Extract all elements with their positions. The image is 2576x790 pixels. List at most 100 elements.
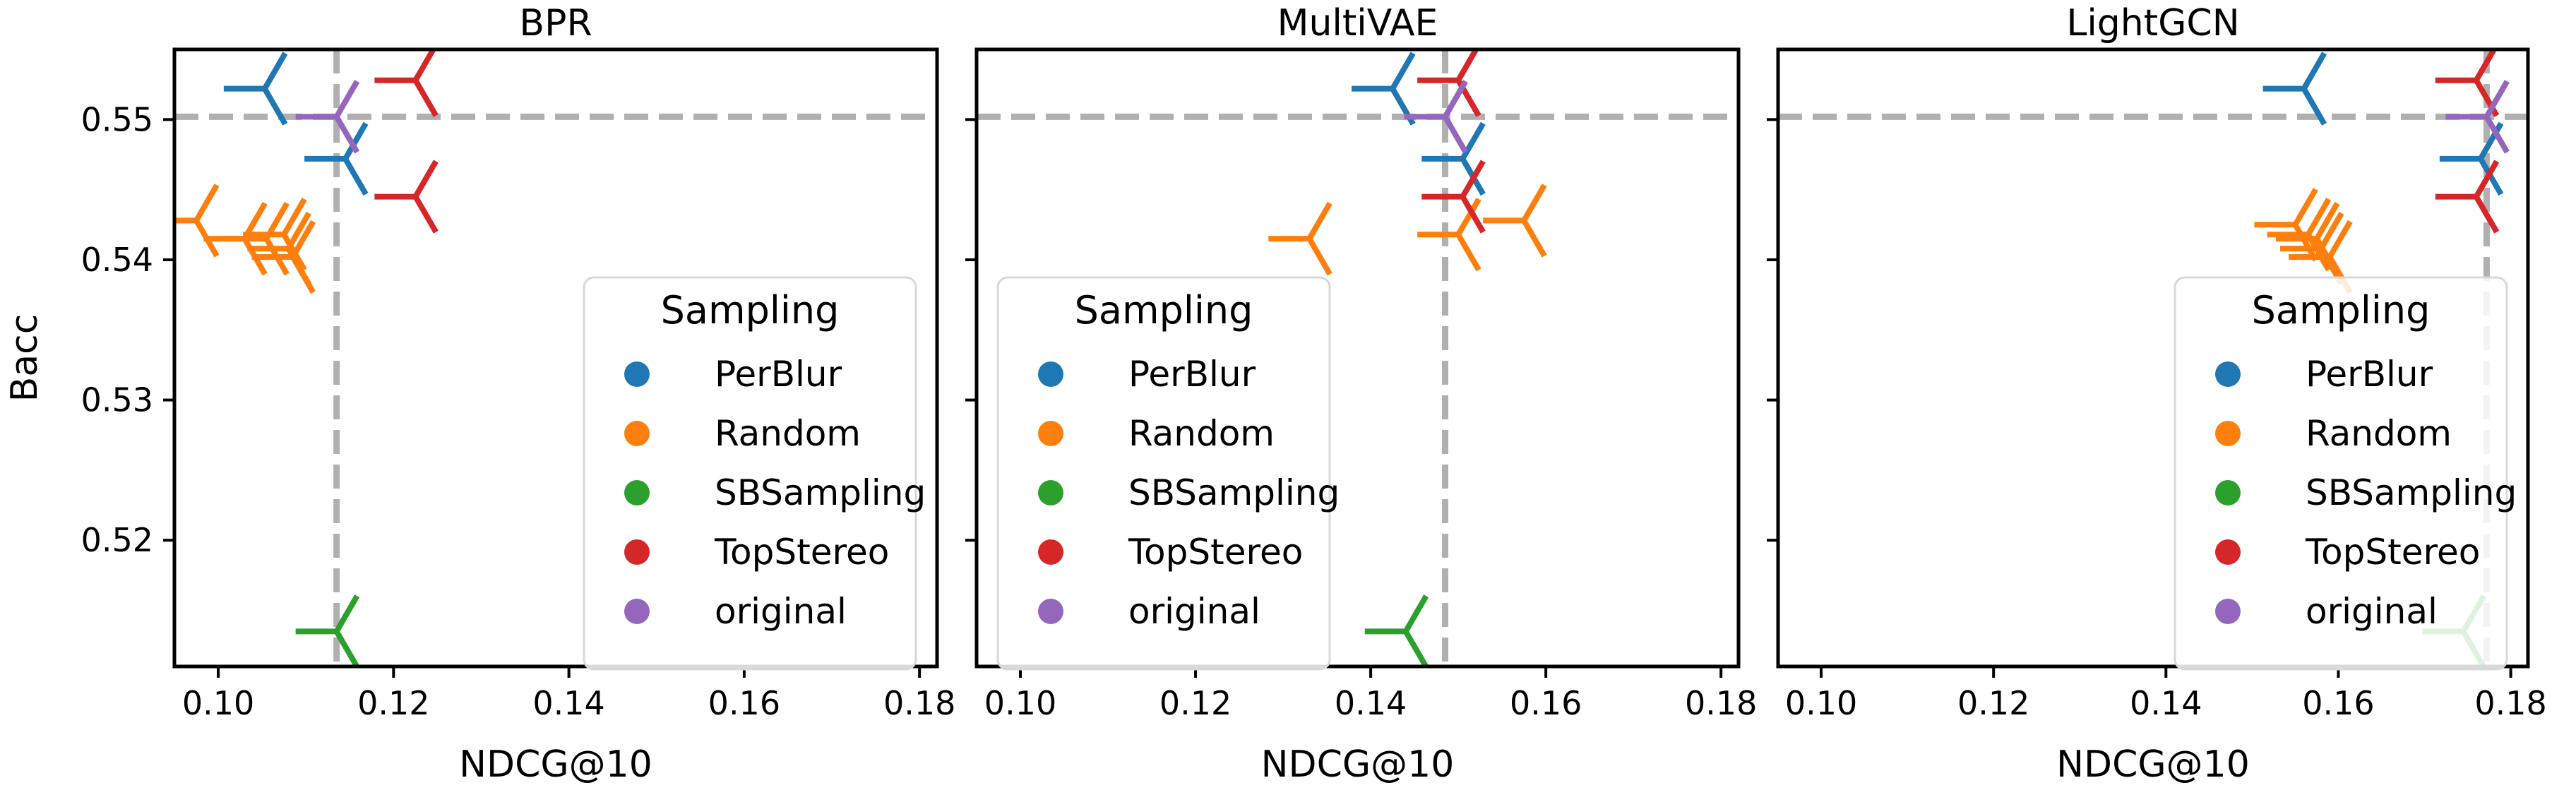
series-original: [2445, 80, 2510, 154]
panel-bpr: BPR 0.10 0.12 0.14 0.16 0.18 0.52 0.53 0.54 0.55 N…: [4, 2, 955, 786]
markers: [174, 49, 439, 666]
data-point: [374, 49, 439, 117]
data-point: [295, 594, 360, 666]
legend-marker: [2215, 421, 2241, 446]
series-random: [174, 184, 316, 294]
data-point: [223, 52, 288, 126]
legend-marker: [1038, 539, 1063, 565]
x-tick-label: 0.14: [1335, 684, 1407, 722]
legend-label: Random: [715, 413, 861, 454]
legend: Sampling PerBlur Random SBSampling TopStereo…: [996, 276, 1340, 671]
series-original: [295, 80, 360, 154]
legend-label: Random: [1128, 413, 1275, 454]
plot-frame: [1776, 47, 2530, 669]
data-point: [1352, 52, 1416, 126]
x-tick-label: 0.10: [182, 684, 254, 722]
legend-label: Random: [2306, 413, 2452, 454]
y-tick-label: 0.53: [81, 381, 153, 419]
x-axis-label: NDCG@10: [2056, 743, 2250, 786]
x-tick-label: 0.12: [357, 684, 429, 722]
y-axis-label: Bacc: [4, 314, 46, 402]
series-sbsampling: [295, 594, 360, 666]
y-tick-label: 0.52: [81, 521, 153, 559]
x-tick-label: 0.12: [1159, 684, 1232, 722]
data-point: [1404, 80, 1468, 154]
legend: Sampling PerBlur Random SBSampling TopStereo…: [2174, 276, 2517, 671]
x-tick-label: 0.18: [883, 684, 955, 722]
data-point: [1417, 197, 1481, 272]
legend-title: Sampling: [661, 288, 840, 333]
series-original: [1404, 80, 1468, 154]
legend-label: original: [715, 591, 847, 632]
legend-label: PerBlur: [1128, 354, 1256, 395]
legend-label: original: [2306, 591, 2438, 632]
data-point: [251, 220, 316, 294]
reference-lines: [977, 49, 1739, 666]
data-point: [2435, 49, 2500, 117]
series-perblur: [223, 52, 369, 196]
legend-marker: [624, 480, 650, 505]
data-point: [1421, 160, 1486, 234]
plot-frame: [172, 47, 939, 669]
x-tick-label: 0.10: [1785, 684, 1857, 722]
legend-label: TopStereo: [2305, 532, 2480, 573]
legend-marker: [624, 599, 650, 624]
legend-marker: [1038, 480, 1063, 505]
legend-marker: [2215, 480, 2241, 505]
legend-marker: [624, 421, 650, 446]
legend-marker: [624, 361, 650, 387]
legend-marker: [1038, 361, 1063, 387]
reference-lines: [1778, 49, 2528, 666]
panel-lightgcn: LightGCN 0.10 0.12 0.14 0.16 0.18 NDCG@10 Sampl…: [1767, 2, 2547, 786]
data-point: [2435, 160, 2500, 234]
data-point: [295, 80, 360, 154]
legend-title: Sampling: [1075, 288, 1253, 333]
legend-marker: [2215, 361, 2241, 387]
x-tick-label: 0.18: [1685, 684, 1757, 722]
series-random: [1268, 184, 1547, 276]
series-perblur: [2262, 52, 2504, 196]
x-tick-label: 0.16: [2302, 684, 2374, 722]
legend-box: [583, 276, 917, 671]
legend-marker: [624, 539, 650, 565]
x-tick-label: 0.14: [532, 684, 604, 722]
legend-label: SBSampling: [715, 472, 926, 513]
data-point: [1483, 184, 1547, 258]
legend-label: PerBlur: [715, 354, 842, 395]
legend-title: Sampling: [2252, 288, 2431, 333]
x-tick-label: 0.18: [2474, 684, 2546, 722]
x-tick-label: 0.16: [708, 684, 780, 722]
legend-marker: [2215, 539, 2241, 565]
legend-label: SBSampling: [1128, 472, 1340, 513]
plot-frame: [974, 47, 1741, 669]
legend-label: PerBlur: [2306, 354, 2433, 395]
legend-label: TopStereo: [714, 532, 889, 573]
legend-box: [996, 276, 1331, 671]
data-point: [2439, 121, 2504, 196]
data-point: [1268, 201, 1332, 276]
legend-marker: [1038, 421, 1063, 446]
x-axis-label: NDCG@10: [459, 743, 652, 786]
legend: Sampling PerBlur Random SBSampling TopStereo…: [583, 276, 926, 671]
legend-box: [2174, 276, 2508, 671]
series-sbsampling: [1364, 594, 1429, 666]
legend-label: SBSampling: [2306, 472, 2517, 513]
legend-label: TopStereo: [1128, 532, 1303, 573]
series-topstereo: [374, 49, 439, 234]
x-tick-label: 0.14: [2130, 684, 2202, 722]
panel-multivae: MultiVAE 0.10 0.12 0.14 0.16 0.18 NDCG@10 Sampl…: [965, 2, 1757, 786]
legend-marker: [1038, 599, 1063, 624]
x-axis-label: NDCG@10: [1261, 743, 1455, 786]
y-tick-label: 0.55: [81, 100, 153, 138]
panel-title: MultiVAE: [1277, 2, 1438, 44]
x-tick-label: 0.10: [984, 684, 1056, 722]
data-point: [374, 160, 439, 234]
y-tick-label: 0.54: [81, 241, 153, 279]
data-point: [1364, 594, 1429, 666]
data-point: [304, 121, 369, 196]
x-tick-label: 0.16: [1510, 684, 1582, 722]
data-point: [2262, 52, 2327, 126]
x-tick-label: 0.12: [1957, 684, 2029, 722]
data-point: [2445, 80, 2510, 154]
